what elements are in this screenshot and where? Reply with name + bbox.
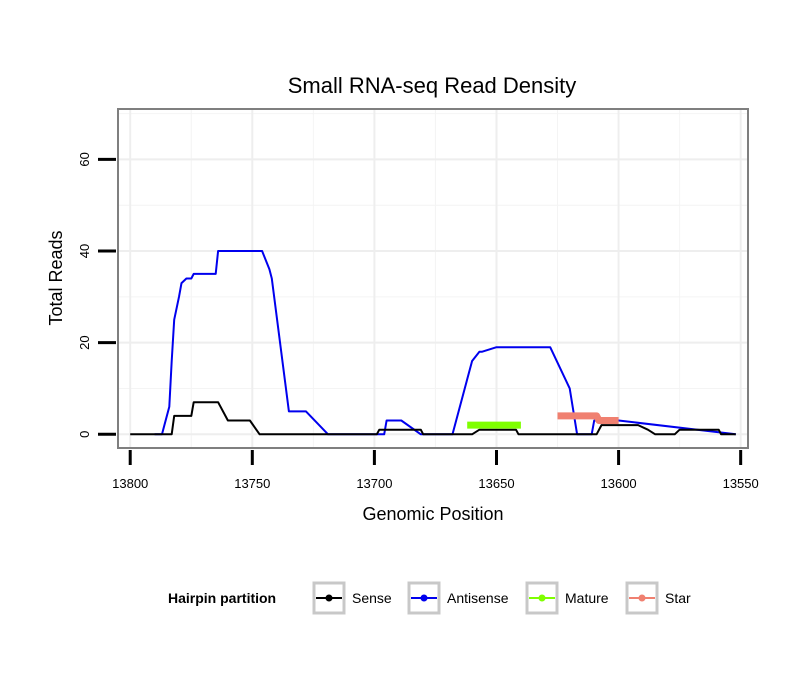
y-tick-label: 60 — [77, 152, 92, 166]
series-line-sense — [130, 401, 736, 436]
plot-border — [117, 108, 749, 449]
legend-key-sense — [312, 581, 346, 615]
legend-key-mature — [525, 581, 559, 615]
legend-key-antisense — [407, 581, 441, 615]
legend: Hairpin partition Sense Antisense Mature St… — [168, 581, 691, 615]
x-tick-label: 13700 — [356, 476, 392, 491]
y-tick-label: 20 — [77, 335, 92, 349]
legend-label-star: Star — [665, 590, 691, 606]
x-axis: 13800 13750 13700 13650 13600 13550 — [112, 450, 759, 491]
y-tick-label: 0 — [77, 431, 92, 438]
legend-key-star — [625, 581, 659, 615]
grid-lines — [118, 109, 748, 448]
plot-panel — [117, 108, 749, 449]
plot-background — [118, 109, 748, 448]
x-tick-label: 13650 — [478, 476, 514, 491]
x-tick-label: 13750 — [234, 476, 270, 491]
y-axis-label: Total Reads — [46, 230, 66, 325]
chart-title: Small RNA-seq Read Density — [288, 73, 577, 98]
series-group — [130, 250, 736, 436]
y-axis: 0 20 40 60 — [77, 152, 116, 438]
legend-label-mature: Mature — [565, 590, 609, 606]
series-line-star — [557, 412, 619, 424]
x-tick-label: 13600 — [601, 476, 637, 491]
x-tick-label: 13550 — [723, 476, 759, 491]
y-tick-label: 40 — [77, 244, 92, 258]
legend-label-sense: Sense — [352, 590, 392, 606]
x-tick-label: 13800 — [112, 476, 148, 491]
series-line-antisense — [154, 250, 736, 436]
legend-label-antisense: Antisense — [447, 590, 509, 606]
x-axis-label: Genomic Position — [362, 504, 503, 524]
legend-title: Hairpin partition — [168, 590, 276, 606]
